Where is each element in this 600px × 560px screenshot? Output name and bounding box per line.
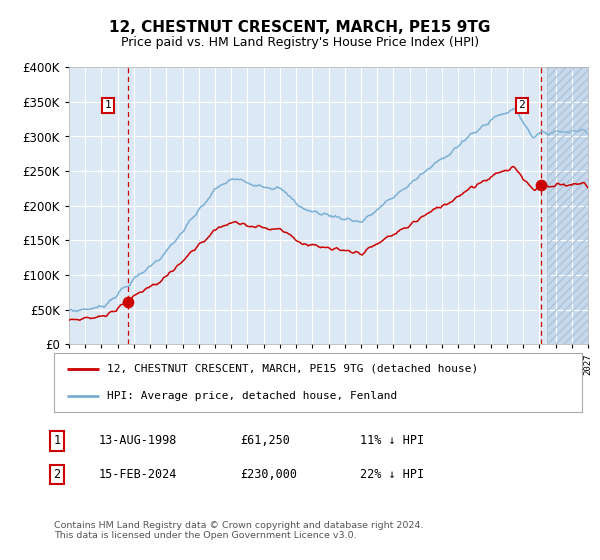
Text: £230,000: £230,000 xyxy=(240,468,297,481)
Text: 1: 1 xyxy=(53,434,61,447)
Text: 22% ↓ HPI: 22% ↓ HPI xyxy=(360,468,424,481)
Text: 13-AUG-1998: 13-AUG-1998 xyxy=(99,434,178,447)
Text: 2: 2 xyxy=(518,100,525,110)
Text: 12, CHESTNUT CRESCENT, MARCH, PE15 9TG (detached house): 12, CHESTNUT CRESCENT, MARCH, PE15 9TG (… xyxy=(107,363,478,374)
Text: £61,250: £61,250 xyxy=(240,434,290,447)
Text: 12, CHESTNUT CRESCENT, MARCH, PE15 9TG: 12, CHESTNUT CRESCENT, MARCH, PE15 9TG xyxy=(109,20,491,35)
Bar xyxy=(547,67,588,344)
Text: 15-FEB-2024: 15-FEB-2024 xyxy=(99,468,178,481)
Point xyxy=(123,297,133,306)
Bar xyxy=(547,67,588,344)
Text: 11% ↓ HPI: 11% ↓ HPI xyxy=(360,434,424,447)
Text: 2: 2 xyxy=(53,468,61,481)
Text: Contains HM Land Registry data © Crown copyright and database right 2024.
This d: Contains HM Land Registry data © Crown c… xyxy=(54,521,424,540)
Text: Price paid vs. HM Land Registry's House Price Index (HPI): Price paid vs. HM Land Registry's House … xyxy=(121,36,479,49)
Text: 1: 1 xyxy=(105,100,112,110)
Point xyxy=(536,180,546,189)
Text: HPI: Average price, detached house, Fenland: HPI: Average price, detached house, Fenl… xyxy=(107,391,397,401)
